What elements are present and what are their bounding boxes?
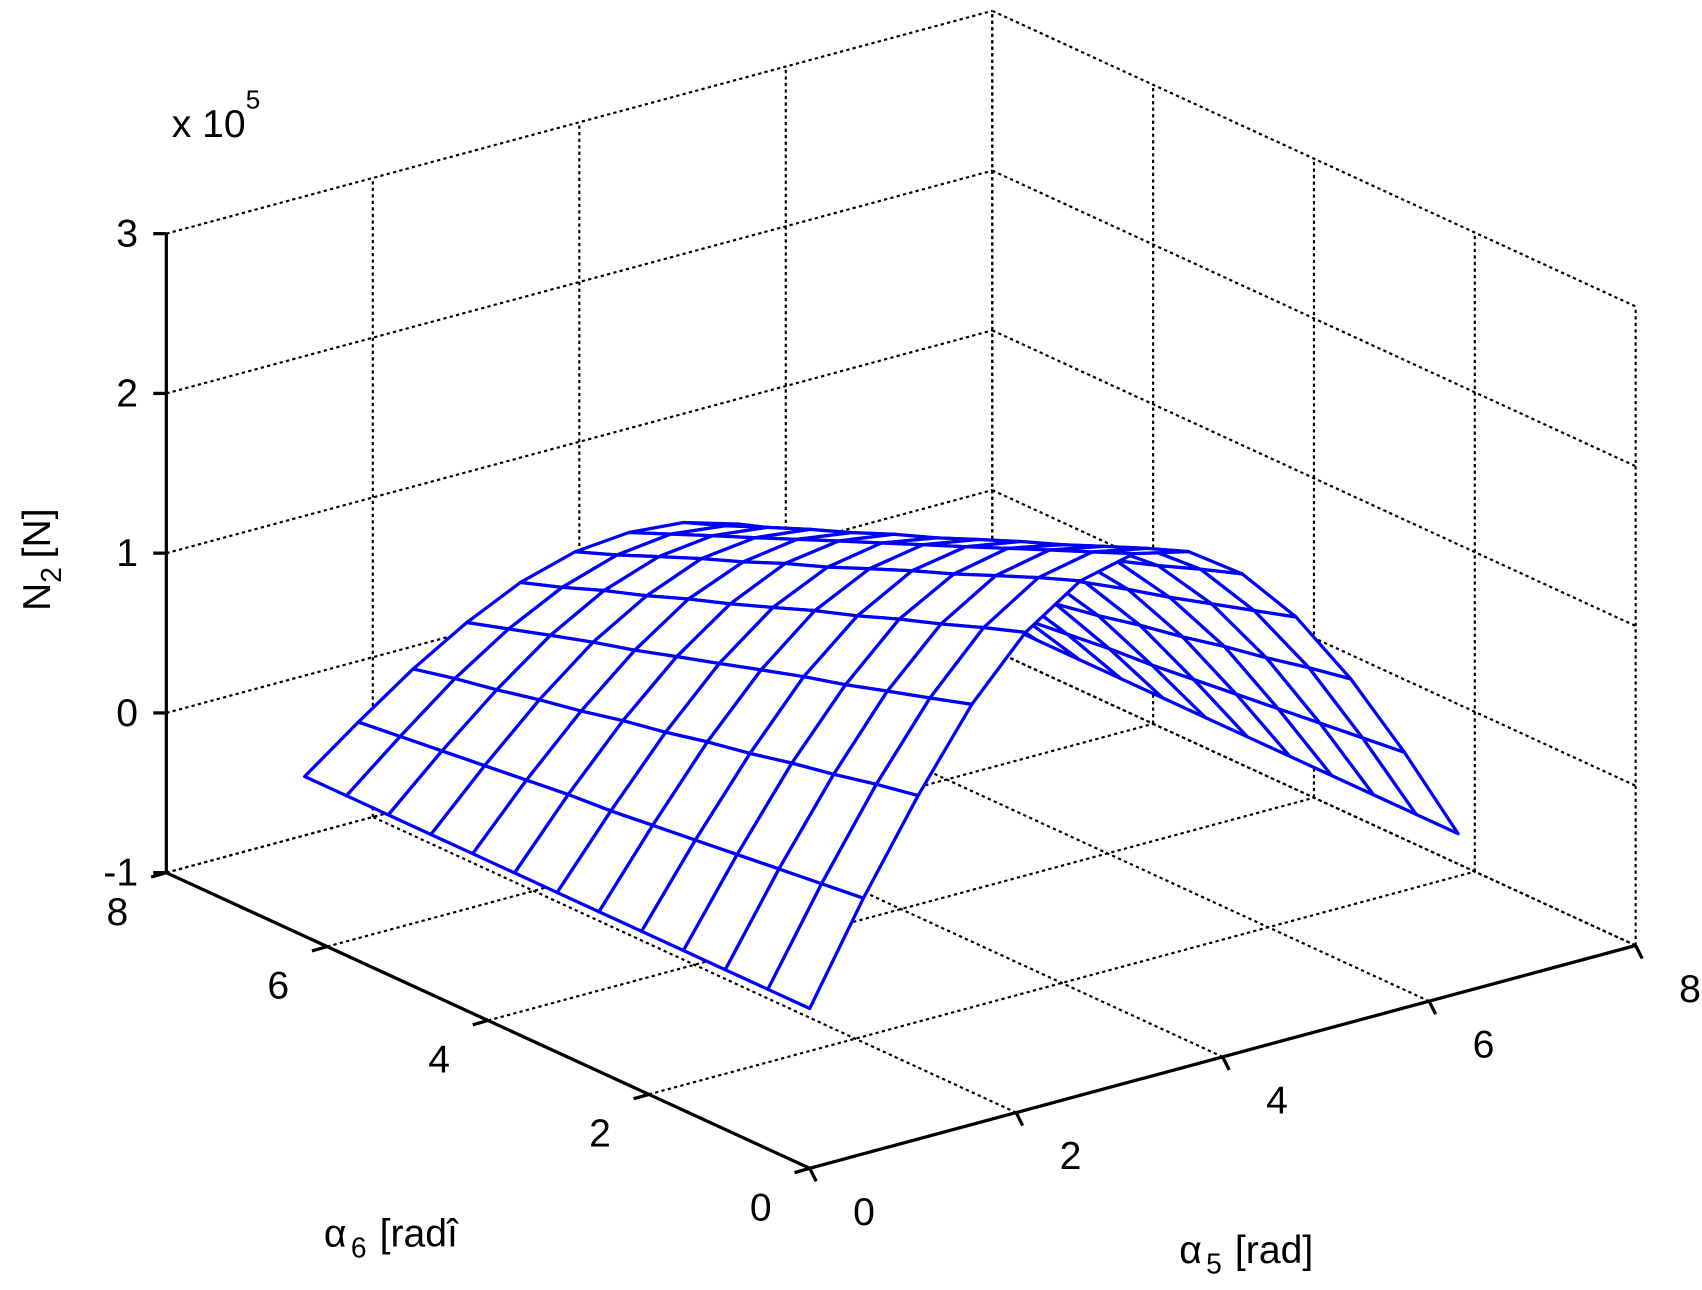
grid-line <box>326 722 1154 948</box>
grid-line <box>166 9 993 235</box>
z-label-unit: [N] <box>16 508 59 558</box>
y-tick-label: 8 <box>107 891 129 934</box>
y-label-subscript: 6 <box>351 1231 367 1263</box>
y-tick <box>633 1092 650 1101</box>
grid-line <box>991 329 1637 627</box>
x-tick-label: 8 <box>1679 968 1701 1011</box>
x-tick-label: 0 <box>853 1191 875 1234</box>
y-tick-label: 2 <box>589 1113 611 1156</box>
grid-line <box>372 815 1017 1114</box>
grid-line <box>991 169 1637 468</box>
y-tick <box>311 945 328 953</box>
x-tick <box>1014 1111 1025 1127</box>
x-tick-label: 2 <box>1060 1135 1082 1178</box>
y-label-symbol: α <box>324 1213 347 1256</box>
z-multiplier-exponent: 5 <box>246 85 261 115</box>
z-tick-label: 1 <box>116 532 138 575</box>
z-tick-label: -1 <box>103 852 138 895</box>
y-axis-label: α 6 [radî <box>324 1213 459 1264</box>
grid-line <box>166 169 993 395</box>
z-tick-label: 3 <box>116 213 138 256</box>
x-tick <box>1634 944 1644 960</box>
z-multiplier-base: x 10 <box>172 103 246 146</box>
z-tick-label: 2 <box>116 372 138 415</box>
grid-line <box>166 329 993 555</box>
x-axis-label: α 5 [rad] <box>1179 1229 1313 1280</box>
x-tick <box>808 1167 818 1183</box>
mesh-cell <box>766 882 866 1011</box>
y-tick <box>150 871 167 879</box>
z-tick-label: 0 <box>116 692 138 735</box>
x-label-symbol: α <box>1179 1229 1202 1272</box>
grid-line <box>166 489 993 714</box>
x-tick-label: 4 <box>1266 1079 1288 1122</box>
y-tick <box>794 1166 811 1175</box>
x-label-unit: [rad] <box>1235 1229 1313 1272</box>
y-label-unit: [radî <box>380 1213 459 1256</box>
y-tick-label: 4 <box>428 1039 450 1082</box>
grid-line <box>487 796 1315 1022</box>
grid-line <box>648 870 1476 1096</box>
x-tick <box>1221 1056 1231 1071</box>
z-axis-label: N2 [N] <box>16 508 67 611</box>
z-label-subscript: 2 <box>35 567 67 583</box>
x-tick-label: 6 <box>1473 1024 1495 1067</box>
z-multiplier: x 105 <box>172 85 260 146</box>
grid-line <box>991 9 1637 308</box>
z-label-symbol: N <box>16 583 59 611</box>
grid-line <box>991 648 1637 947</box>
y-tick-label: 0 <box>750 1186 772 1229</box>
x-label-subscript: 5 <box>1206 1248 1222 1280</box>
x-tick <box>1427 1000 1438 1015</box>
y-tick-label: 6 <box>267 965 289 1008</box>
y-tick <box>472 1018 489 1027</box>
